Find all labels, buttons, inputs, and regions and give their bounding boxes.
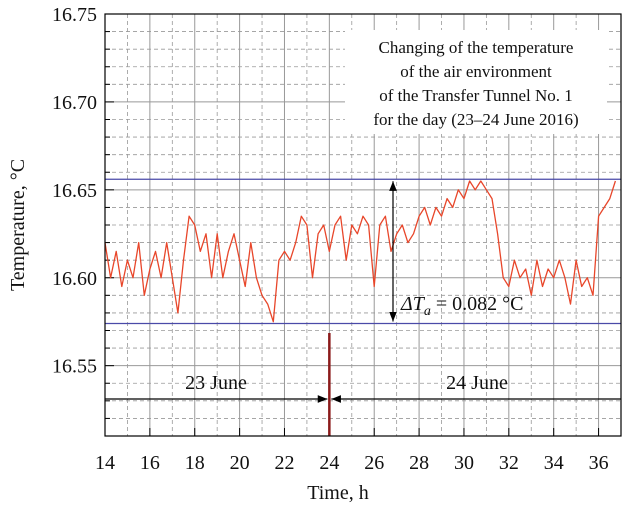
data-line (104, 180, 617, 323)
y-tick-label: 16.65 (52, 180, 97, 202)
annotation-line: Changing of the temperature (379, 38, 574, 57)
annotation-line: for the day (23–24 June 2016) (373, 110, 578, 129)
y-axis-label: Temperature, °C (7, 159, 29, 291)
x-tick-label: 24 (319, 452, 339, 474)
delta-rest: = 0.082 °C (431, 293, 524, 315)
delta-subscript: a (424, 304, 431, 319)
delta-symbol: ΔT (400, 293, 426, 315)
x-tick-label: 30 (454, 452, 474, 474)
x-tick-label: 34 (544, 452, 564, 474)
x-tick-label: 20 (230, 452, 250, 474)
annotation-line: of the air environment (400, 62, 552, 81)
x-tick-label: 26 (364, 452, 384, 474)
x-tick-label: 22 (274, 452, 294, 474)
x-tick-label: 14 (95, 452, 115, 474)
annotation-line: of the Transfer Tunnel No. 1 (379, 86, 573, 105)
delta-label: ΔTa = 0.082 °C (400, 293, 524, 319)
x-tick-label: 16 (140, 452, 160, 474)
day-label: 24 June (446, 372, 508, 394)
y-tick-label: 16.70 (52, 92, 97, 114)
annotation-bg (345, 30, 607, 134)
x-tick-label: 28 (409, 452, 429, 474)
x-tick-label: 36 (589, 452, 609, 474)
x-tick-label: 18 (185, 452, 205, 474)
y-tick-label: 16.60 (52, 268, 97, 290)
x-tick-label: 32 (499, 452, 519, 474)
y-tick-label: 16.75 (52, 4, 97, 26)
x-axis-label: Time, h (307, 482, 369, 504)
day-label: 23 June (185, 372, 247, 394)
plot-frame (104, 13, 622, 437)
y-tick-label: 16.55 (52, 356, 97, 378)
